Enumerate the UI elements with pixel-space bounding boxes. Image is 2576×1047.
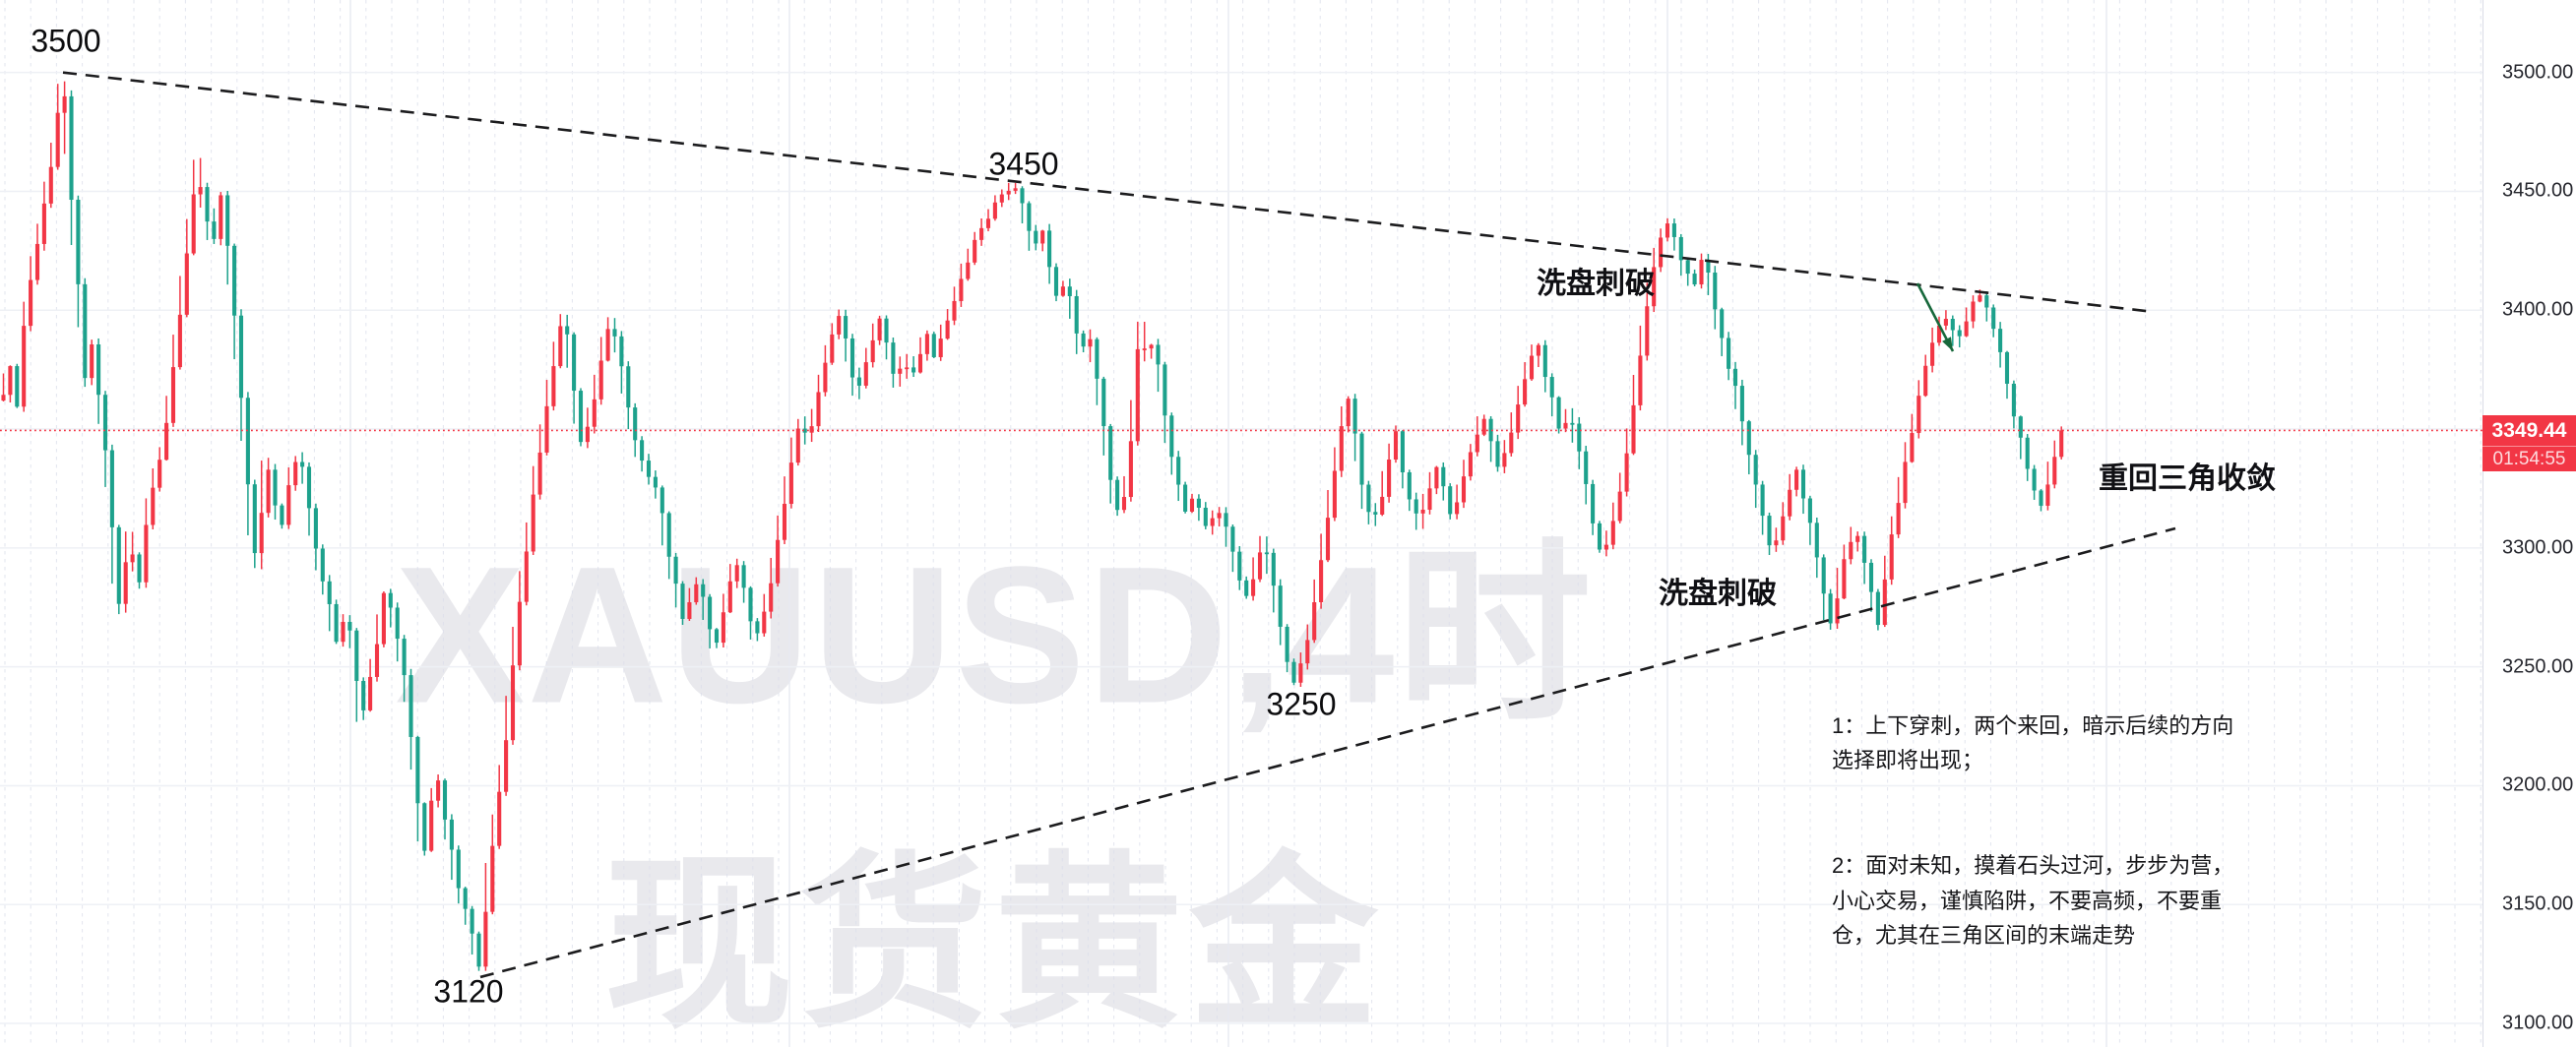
last-price-value: 3349.44 [2482,415,2576,447]
countdown-timer: 01:54:55 [2492,449,2566,469]
y-axis-label: 3100.00 [2502,1012,2574,1034]
horizontal-gridlines [0,71,2482,1024]
instrument-watermark: 现货黄金 [604,838,1384,1047]
y-axis-label: 3200.00 [2502,773,2574,796]
price-axis[interactable]: 3500.00 3450.00 3400.00 3300.00 3250.00 3200.… [2482,0,2576,1047]
y-axis-label: 3500.00 [2502,61,2574,84]
vertical-gridlines [4,0,2482,1047]
trendline-descending-resistance[interactable] [62,71,2155,314]
note-2: 2：面对未知，摸着石头过河，步步为营， 小心交易，谨慎陷阱，不要高频，不要重 仓… [1832,853,2234,948]
y-axis-label: 3150.00 [2502,893,2574,915]
last-price-badge: 3349.44 01:54:55 [2482,415,2576,471]
analysis-notes: 1：上下穿刺，两个来回，暗示后续的方向 选择即将出现； 2：面对未知，摸着石头过… [1832,673,2344,1023]
annotation-arrow[interactable] [1916,282,1955,352]
symbol-watermark: XAUUSD,4时 [395,525,1594,744]
y-axis-label: 3300.00 [2502,536,2574,559]
y-axis-label: 3250.00 [2502,655,2574,678]
trendline-ascending-support[interactable] [479,526,2176,979]
note-1: 1：上下穿刺，两个来回，暗示后续的方向 选择即将出现； [1832,712,2234,773]
y-axis-label: 3450.00 [2502,179,2574,202]
y-axis-label: 3400.00 [2502,298,2574,321]
candles [1,81,2064,971]
